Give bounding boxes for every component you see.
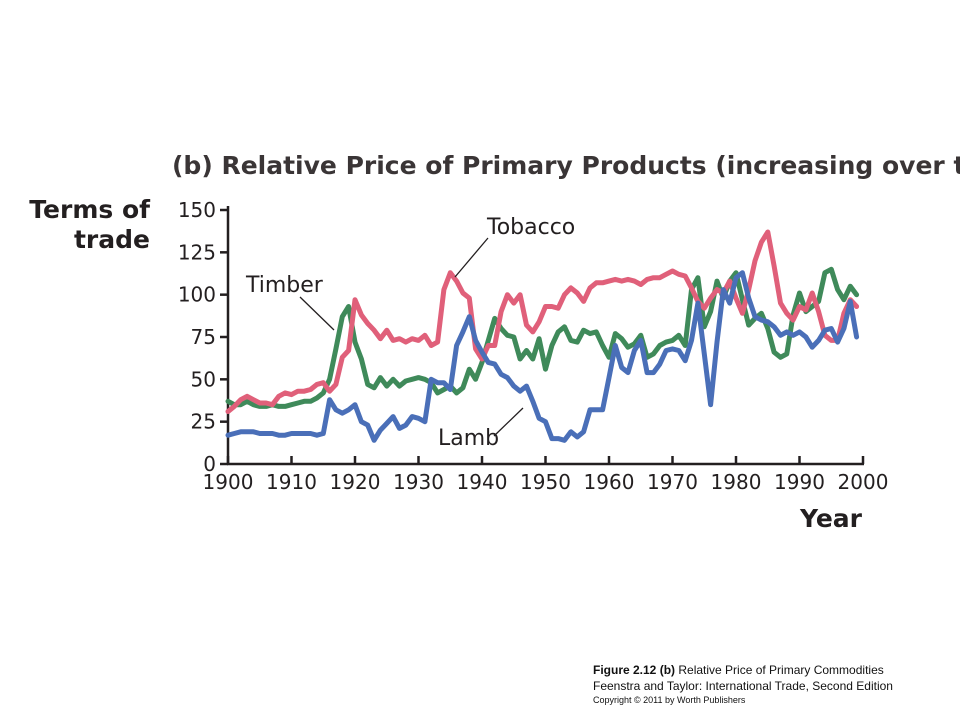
series-label-lamb: Lamb [438, 426, 499, 451]
x-tick-label-1980: 1980 [711, 470, 762, 494]
caption-figure-title: Relative Price of Primary Commodities [675, 663, 884, 677]
x-tick-label-2000: 2000 [838, 470, 889, 494]
series-group [225, 229, 860, 443]
x-axis-ticks: 1900 1910 1920 1930 1940 1950 1960 1970 1980 1990… [203, 456, 889, 494]
y-tick-label-0: 0 [203, 452, 216, 476]
lamb-leader-line [493, 407, 524, 437]
x-tick-label-1990: 1990 [774, 470, 825, 494]
y-axis-title-line1: Terms of [29, 195, 151, 224]
y-tick-label-100: 100 [178, 283, 216, 307]
y-tick-label-25: 25 [191, 410, 216, 434]
x-tick-label-1970: 1970 [647, 470, 698, 494]
y-tick-label-150: 150 [178, 198, 216, 222]
caption-figure-number: Figure 2.12 (b) [593, 663, 676, 677]
x-tick-label-1900: 1900 [203, 470, 254, 494]
caption-line-2: Feenstra and Taylor: International Trade… [593, 679, 893, 693]
timber-leader-line [299, 296, 335, 331]
y-tick-label-50: 50 [191, 367, 216, 391]
x-tick-label-1950: 1950 [520, 470, 571, 494]
series-line-lamb [225, 270, 860, 443]
x-axis-title: Year [799, 504, 863, 533]
y-tick-label-125: 125 [178, 240, 216, 264]
caption-copyright: Copyright © 2011 by Worth Publishers [593, 695, 746, 705]
series-label-timber: Timber [245, 273, 324, 298]
x-tick-label-1910: 1910 [266, 470, 317, 494]
x-tick-label-1930: 1930 [393, 470, 444, 494]
series-line-timber [225, 266, 860, 409]
series-label-tobacco: Tobacco [486, 215, 575, 240]
figure-caption: Figure 2.12 (b) Relative Price of Primar… [593, 662, 893, 706]
x-tick-label-1940: 1940 [457, 470, 508, 494]
x-tick-label-1960: 1960 [584, 470, 635, 494]
x-tick-label-1920: 1920 [330, 470, 381, 494]
y-axis-title-line2: trade [74, 225, 150, 254]
caption-line-1: Figure 2.12 (b) Relative Price of Primar… [593, 662, 893, 678]
tobacco-leader-line [454, 237, 489, 278]
y-axis-ticks: 0 25 50 75 100 125 150 [178, 198, 228, 476]
y-tick-label-75: 75 [191, 325, 216, 349]
chart-title: (b) Relative Price of Primary Products (… [172, 151, 960, 180]
series-line-tobacco [225, 229, 860, 414]
